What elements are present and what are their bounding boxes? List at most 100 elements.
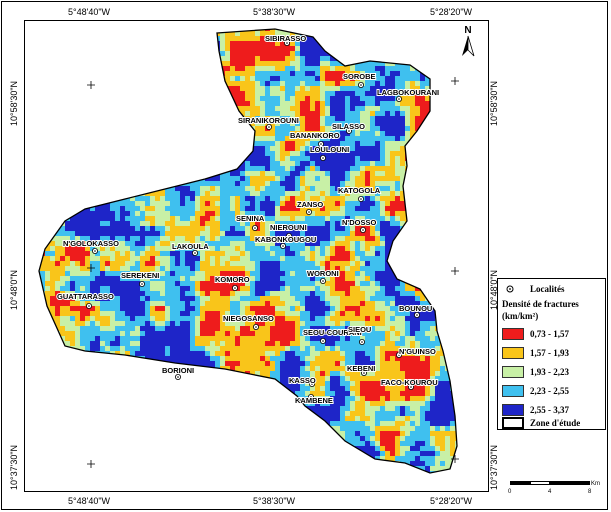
locality-label: SIRANIKOROUNI	[238, 116, 299, 125]
locality-bounou: BOUNOU	[398, 303, 433, 318]
locality-label: SEREKENI	[121, 271, 159, 280]
coord-top-3: 5°28'20"W	[430, 7, 473, 17]
locality-lakoula: LAKOULA	[171, 241, 210, 256]
graticule-cross-3	[87, 264, 95, 272]
locality-niegosanso: NIEGOSANSO	[222, 313, 275, 330]
graticule-cross-4	[451, 267, 459, 275]
locality-borioni: BORIONI	[161, 365, 195, 380]
legend-class-5-label: 2,55 - 3,37	[530, 405, 569, 415]
coord-right-3: 10°37'30"N	[489, 444, 499, 490]
locality-siranikorouni: SIRANIKOROUNI	[237, 115, 300, 131]
locality-kambene: KAMBENE	[294, 393, 334, 406]
scale-bar	[510, 481, 590, 486]
legend-class-3-label: 1,93 - 2,23	[530, 367, 569, 377]
legend-localities-row: Localités	[502, 284, 565, 294]
coord-left-3: 10°37'30"N	[9, 444, 19, 490]
graticule-cross-6	[451, 455, 459, 463]
legend-class-4-label: 2,23 - 2,55	[530, 386, 569, 396]
locality-label: N'GUINSO	[399, 347, 436, 356]
locality-guattarasso: GUATTARASSO	[56, 291, 115, 309]
graticule-cross-5	[87, 460, 95, 468]
locality-symbol-icon	[506, 285, 514, 293]
locality-label: N'GOLOKASSO	[63, 239, 119, 248]
legend-class-1: 0,73 - 1,57	[502, 328, 569, 340]
legend-class-4: 2,23 - 2,55	[502, 385, 569, 397]
coord-right-1: 10°58'30"N	[489, 80, 499, 126]
legend-class-5: 2,55 - 3,37	[502, 404, 569, 416]
locality-label: SILASSO	[332, 122, 365, 131]
map-legend: Localités Densité de fractures (km/km²) …	[497, 278, 606, 430]
legend-swatch-zone	[502, 417, 524, 429]
legend-study-zone: Zone d'étude	[502, 417, 580, 429]
graticule-cross-2	[451, 77, 459, 85]
locality-label: KATOGOLA	[338, 186, 381, 195]
coord-bottom-1: 5°48'40"W	[68, 496, 111, 506]
scale-tick-0: 0	[508, 489, 512, 495]
locality-nierouni: NIEROUNI	[269, 222, 308, 239]
map-frame: SIBIRASSO SOROBE LAGBOKOURANI SIRANIKOROUNI…	[24, 20, 489, 492]
study-zone-boundary	[38, 28, 458, 474]
locality-n-dosso: N'DOSSO	[341, 217, 377, 233]
coord-bottom-2: 5°38'30"W	[253, 496, 296, 506]
coord-left-2: 10°48'0"N	[9, 269, 19, 310]
legend-density-title-line2: (km/km²)	[502, 311, 539, 321]
locality-kasso: KASSO	[288, 375, 317, 387]
locality-label: SENINA	[236, 214, 265, 223]
north-arrow-label: N	[464, 25, 471, 36]
north-arrow-icon: N	[462, 25, 475, 57]
locality-label: BOUNOU	[399, 304, 432, 313]
locality-label: KABONKOUGOU	[255, 235, 316, 244]
legend-swatch-3	[502, 366, 524, 378]
locality-label: LAGBOKOURANI	[377, 88, 439, 97]
locality-kabonkougou: KABONKOUGOU	[254, 234, 317, 249]
locality-sibirasso: SIBIRASSO	[264, 33, 307, 46]
locality-woroni: WORONI	[306, 268, 340, 284]
locality-label: SOROBE	[343, 72, 376, 81]
locality-label: KASSO	[289, 376, 316, 385]
legend-density-title: Densité de fractures (km/km²)	[502, 299, 579, 321]
locality-label: N'DOSSO	[342, 218, 376, 227]
locality-label: GUATTARASSO	[57, 292, 114, 301]
legend-localities-label: Localités	[530, 284, 565, 294]
scale-unit: Km	[591, 481, 600, 487]
locality-kebeni: KEBENI	[346, 363, 376, 376]
locality-banankoro: BANANKORO	[289, 130, 341, 148]
locality-label: SIBIRASSO	[265, 34, 306, 43]
locality-label: LAKOULA	[172, 242, 209, 251]
legend-class-2: 1,57 - 1,93	[502, 347, 569, 359]
locality-label: KOMORO	[215, 275, 250, 284]
coord-top-1: 5°48'40"W	[68, 7, 111, 17]
locality-zanso: ZANSO	[296, 199, 324, 215]
locality-serekeni: SEREKENI	[120, 270, 160, 287]
coord-left-1: 10°58'30"N	[9, 80, 19, 126]
locality-label: SEOU-COURANI	[303, 328, 362, 337]
locality-label: NIEGOSANSO	[223, 314, 274, 323]
locality-sorobe: SOROBE	[342, 71, 377, 89]
locality-label: LOULOUNI	[310, 145, 349, 154]
legend-swatch-4	[502, 385, 524, 397]
legend-swatch-2	[502, 347, 524, 359]
locality-n-guinso: N'GUINSO	[395, 346, 437, 358]
locality-label: BANANKORO	[290, 131, 340, 140]
locality-seou-courani: SEOU-COURANI	[302, 327, 363, 344]
locality-label: FACO-KOUROU	[381, 378, 438, 387]
locality-katogola: KATOGOLA	[337, 185, 382, 202]
legend-class-3: 1,93 - 2,23	[502, 366, 569, 378]
coord-top-2: 5°38'30"W	[253, 7, 296, 17]
locality-senina: SENINA	[235, 213, 266, 231]
locality-label: NIEROUNI	[270, 223, 307, 232]
locality-label: ZANSO	[297, 200, 323, 209]
legend-swatch-5	[502, 404, 524, 416]
legend-class-2-label: 1,57 - 1,93	[530, 348, 569, 358]
coord-bottom-3: 5°28'20"W	[430, 496, 473, 506]
locality-komoro: KOMORO	[214, 274, 251, 291]
legend-class-1-label: 0,73 - 1,57	[530, 329, 569, 339]
graticule-crosses	[87, 77, 459, 468]
locality-lagbokourani: LAGBOKOURANI	[376, 87, 440, 103]
locality-label: KAMBENE	[295, 396, 333, 405]
locality-n-golokasso: N'GOLOKASSO	[62, 238, 120, 254]
graticule-cross-1	[87, 81, 95, 89]
legend-study-zone-label: Zone d'étude	[530, 418, 581, 428]
